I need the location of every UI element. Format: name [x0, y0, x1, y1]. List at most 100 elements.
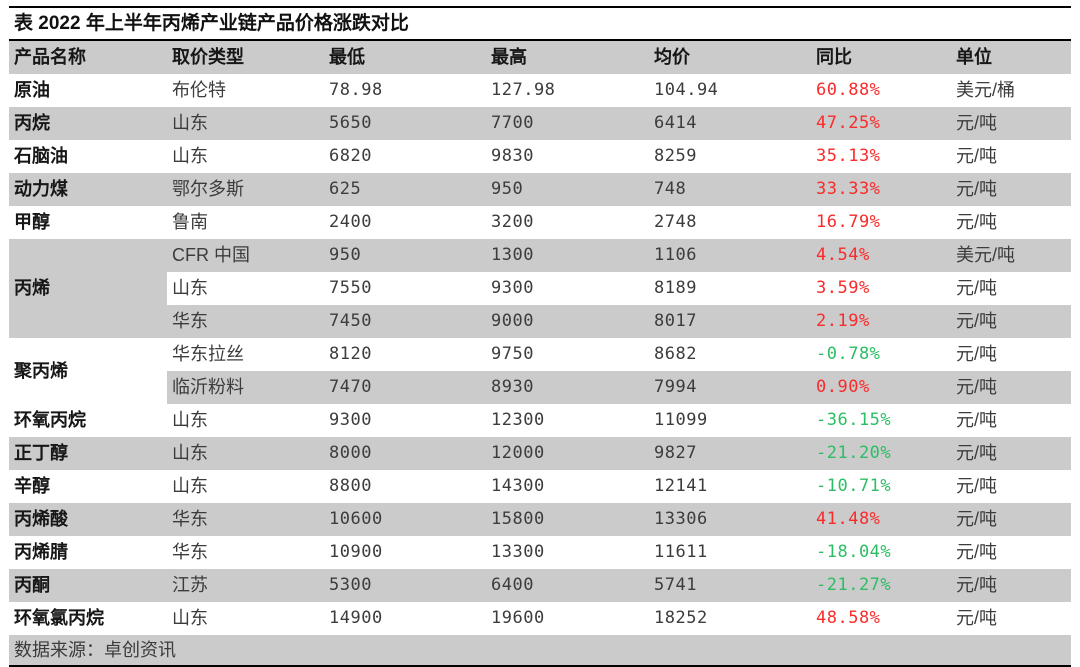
cell-price-type: 华东	[167, 503, 324, 536]
col-header-price-type: 取价类型	[167, 41, 324, 74]
table-row: 正丁醇 山东 8000 12000 9827 -21.20% 元/吨	[9, 437, 1071, 470]
cell-unit: 元/吨	[951, 140, 1071, 173]
cell-low: 8120	[324, 338, 486, 371]
table-row: 动力煤 鄂尔多斯 625 950 748 33.33% 元/吨	[9, 173, 1071, 206]
cell-high: 9300	[486, 272, 649, 305]
cell-unit: 元/吨	[951, 470, 1071, 503]
cell-avg: 11611	[649, 536, 811, 569]
cell-unit: 元/吨	[951, 272, 1071, 305]
cell-avg: 5741	[649, 569, 811, 602]
cell-low: 8000	[324, 437, 486, 470]
cell-product: 石脑油	[9, 140, 167, 173]
cell-low: 625	[324, 173, 486, 206]
cell-price-type: 临沂粉料	[167, 371, 324, 404]
cell-low: 9300	[324, 404, 486, 437]
cell-high: 9750	[486, 338, 649, 371]
cell-high: 7700	[486, 107, 649, 140]
cell-price-type: 山东	[167, 404, 324, 437]
cell-high: 14300	[486, 470, 649, 503]
cell-product: 动力煤	[9, 173, 167, 206]
cell-high: 12000	[486, 437, 649, 470]
cell-yoy: -21.27%	[811, 569, 951, 602]
cell-low: 5650	[324, 107, 486, 140]
table-row: 丙烷 山东 5650 7700 6414 47.25% 元/吨	[9, 107, 1071, 140]
table-row: 山东 7550 9300 8189 3.59% 元/吨	[9, 272, 1071, 305]
cell-product: 丙烯酸	[9, 503, 167, 536]
cell-high: 9830	[486, 140, 649, 173]
title-rule	[9, 39, 1071, 41]
table-row: 聚丙烯 华东拉丝 8120 9750 8682 -0.78% 元/吨	[9, 338, 1071, 404]
cell-avg: 11099	[649, 404, 811, 437]
table-row: 丙烯腈 华东 10900 13300 11611 -18.04% 元/吨	[9, 536, 1071, 569]
cell-unit: 元/吨	[951, 437, 1071, 470]
bottom-rule	[9, 665, 1071, 667]
cell-price-type: 华东	[167, 305, 324, 338]
cell-unit: 元/吨	[951, 173, 1071, 206]
cell-product: 正丁醇	[9, 437, 167, 470]
cell-low: 78.98	[324, 74, 486, 107]
cell-avg: 104.94	[649, 74, 811, 107]
cell-product: 聚丙烯	[9, 338, 167, 404]
cell-yoy: -21.20%	[811, 437, 951, 470]
top-rule	[9, 6, 1071, 8]
cell-price-type: 山东	[167, 602, 324, 635]
cell-high: 13300	[486, 536, 649, 569]
cell-price-type: 鲁南	[167, 206, 324, 239]
cell-avg: 13306	[649, 503, 811, 536]
table-row: 环氧氯丙烷 山东 14900 19600 18252 48.58% 元/吨	[9, 602, 1071, 635]
cell-unit: 元/吨	[951, 305, 1071, 338]
cell-unit: 美元/桶	[951, 74, 1071, 107]
cell-high: 950	[486, 173, 649, 206]
table-row: 环氧丙烷 山东 9300 12300 11099 -36.15% 元/吨	[9, 404, 1071, 437]
table-row: 辛醇 山东 8800 14300 12141 -10.71% 元/吨	[9, 470, 1071, 503]
cell-yoy: -36.15%	[811, 404, 951, 437]
cell-high: 9000	[486, 305, 649, 338]
cell-yoy: 60.88%	[811, 74, 951, 107]
table-row: 石脑油 山东 6820 9830 8259 35.13% 元/吨	[9, 140, 1071, 173]
cell-low: 2400	[324, 206, 486, 239]
cell-unit: 元/吨	[951, 404, 1071, 437]
cell-price-type: 鄂尔多斯	[167, 173, 324, 206]
cell-avg: 7994	[649, 371, 811, 404]
cell-avg: 6414	[649, 107, 811, 140]
cell-high: 3200	[486, 206, 649, 239]
cell-yoy: 48.58%	[811, 602, 951, 635]
cell-high: 15800	[486, 503, 649, 536]
table-row: 原油 布伦特 78.98 127.98 104.94 60.88% 美元/桶	[9, 74, 1071, 107]
cell-high: 6400	[486, 569, 649, 602]
cell-avg: 1106	[649, 239, 811, 272]
cell-avg: 8189	[649, 272, 811, 305]
cell-high: 12300	[486, 404, 649, 437]
cell-low: 950	[324, 239, 486, 272]
cell-product: 辛醇	[9, 470, 167, 503]
table-title: 表 2022 年上半年丙烯产业链产品价格涨跌对比	[14, 13, 409, 34]
cell-product: 环氧丙烷	[9, 404, 167, 437]
cell-low: 7550	[324, 272, 486, 305]
cell-product: 原油	[9, 74, 167, 107]
table-row: 丙烯酸 华东 10600 15800 13306 41.48% 元/吨	[9, 503, 1071, 536]
cell-unit: 元/吨	[951, 107, 1071, 140]
cell-unit: 元/吨	[951, 371, 1071, 404]
cell-unit: 元/吨	[951, 338, 1071, 371]
cell-unit: 元/吨	[951, 569, 1071, 602]
col-header-product: 产品名称	[9, 41, 167, 74]
cell-low: 5300	[324, 569, 486, 602]
table-row: 丙烯 CFR 中国 950 1300 1106 4.54% 美元/吨	[9, 239, 1071, 338]
footer-row: 数据来源：卓创资讯	[9, 635, 1071, 665]
cell-yoy: 0.90%	[811, 371, 951, 404]
cell-low: 7470	[324, 371, 486, 404]
cell-yoy: -10.71%	[811, 470, 951, 503]
cell-low: 10600	[324, 503, 486, 536]
table-row: 丙酮 江苏 5300 6400 5741 -21.27% 元/吨	[9, 569, 1071, 602]
col-header-yoy: 同比	[811, 41, 951, 74]
cell-product: 环氧氯丙烷	[9, 602, 167, 635]
cell-price-type: 山东	[167, 107, 324, 140]
cell-high: 127.98	[486, 74, 649, 107]
cell-avg: 748	[649, 173, 811, 206]
cell-low: 8800	[324, 470, 486, 503]
cell-product: 丙酮	[9, 569, 167, 602]
cell-low: 6820	[324, 140, 486, 173]
cell-avg: 8259	[649, 140, 811, 173]
cell-price-type: 江苏	[167, 569, 324, 602]
